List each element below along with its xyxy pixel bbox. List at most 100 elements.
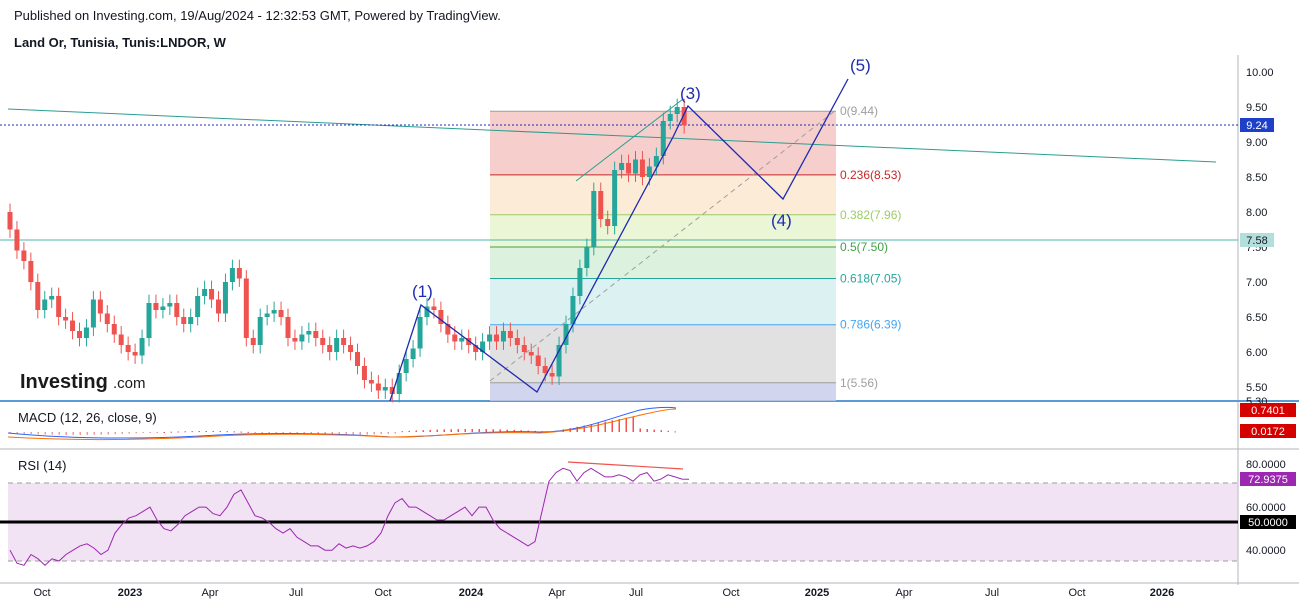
fib-band (490, 174, 836, 215)
macd-bar (394, 432, 396, 434)
candle-body (681, 107, 687, 126)
macd-bar (226, 431, 228, 433)
candle-body (626, 163, 632, 174)
price-tick-label: 6.50 (1246, 312, 1267, 324)
price-tick-label: 8.00 (1246, 207, 1267, 219)
macd-bar (422, 430, 424, 432)
candle-body (35, 282, 41, 310)
candle-body (153, 303, 159, 310)
macd-bar (660, 430, 662, 432)
macd-bar (464, 429, 466, 432)
candle-body (271, 310, 277, 314)
fibonacci-retracement[interactable]: 0(9.44) 0.236(8.53) 0.382(7.96) 0.5(7.50) 0.… (490, 104, 901, 401)
time-tick-label: Oct (33, 587, 50, 599)
candle-body (431, 306, 437, 310)
macd-bar (401, 431, 403, 433)
candle-body (77, 331, 82, 338)
candle-body (514, 338, 520, 345)
macd-bar (233, 431, 235, 433)
candle-body (667, 114, 673, 121)
candle-body (417, 317, 423, 349)
symbol-title: Land Or, Tunisia, Tunis:LNDOR, W (14, 35, 226, 50)
candle-body (167, 303, 173, 307)
candle-body (361, 366, 367, 380)
time-tick-label: Apr (548, 587, 565, 599)
rsi-current: 72.9375 (1248, 474, 1288, 486)
rsi-pane[interactable]: RSI (14) 80.0000 60.0000 40.0000 72.9375 5… (0, 458, 1296, 566)
macd-bar (128, 432, 130, 434)
candlestick-series (7, 98, 687, 403)
macd-bar (170, 431, 172, 433)
candle-body (327, 345, 333, 352)
time-tick-label: 2025 (805, 587, 829, 599)
price-tick-label: 6.00 (1246, 347, 1267, 359)
macd-bar (611, 420, 613, 432)
macd-bar (597, 422, 599, 432)
price-tick-label: 9.50 (1246, 102, 1267, 114)
candle-body (535, 355, 541, 366)
candle-body (403, 359, 409, 373)
candle-body (507, 331, 513, 338)
macd-bar (583, 425, 585, 432)
candle-body (313, 331, 319, 338)
macd-bar (520, 430, 522, 432)
macd-bar (352, 432, 354, 435)
price-tick-label: 9.00 (1246, 137, 1267, 149)
macd-bar (198, 431, 200, 433)
rsi-tick-label: 80.0000 (1246, 459, 1286, 471)
price-tick-label: 8.50 (1246, 172, 1267, 184)
candle-body (97, 299, 103, 314)
macd-bar (478, 429, 480, 432)
candle-body (348, 345, 354, 352)
macd-bar (590, 424, 592, 432)
candle-body (355, 352, 360, 366)
candle-body (549, 373, 555, 377)
macd-bar (443, 429, 445, 432)
candle-body (125, 345, 131, 352)
price-axis[interactable]: 10.009.509.008.508.007.507.006.506.005.5… (1246, 67, 1274, 408)
macd-bar (93, 432, 95, 435)
fib-band (490, 278, 836, 325)
candle-body (21, 250, 27, 261)
candle-body (396, 373, 402, 394)
macd-pane[interactable]: MACD (12, 26, close, 9) 0.7401 0.0172 (7, 403, 1296, 441)
macd-bar (492, 429, 494, 432)
macd-bar (618, 419, 620, 432)
published-note: Published on Investing.com, 19/Aug/2024 … (14, 8, 501, 23)
macd-bar (23, 432, 25, 434)
macd-bar (387, 432, 389, 434)
macd-title: MACD (12, 26, close, 9) (18, 410, 157, 425)
macd-bar (380, 432, 382, 435)
macd-bar (639, 428, 641, 432)
macd-bar (219, 431, 221, 433)
rsi-divergence-line (567, 461, 684, 470)
time-axis[interactable]: Oct 2023 Apr Jul Oct 2024 Apr Jul Oct 2025 Apr Jul O… (33, 587, 1174, 599)
macd-bar (345, 432, 347, 435)
candle-body (619, 163, 625, 170)
price-tick-label: 7.00 (1246, 277, 1267, 289)
time-tick-label: 2026 (1150, 587, 1174, 599)
candle-body (410, 348, 416, 359)
svg-text:7.58: 7.58 (1246, 235, 1267, 247)
macd-bar (282, 432, 284, 434)
macd-bar (86, 432, 88, 435)
candle-body (278, 310, 284, 317)
macd-bar (625, 417, 627, 432)
macd-bar (415, 430, 417, 432)
macd-bar (58, 432, 60, 435)
fib-level-label: 0.618(7.05) (840, 272, 901, 286)
candle-body (424, 306, 430, 317)
macd-bar (632, 416, 634, 432)
candle-body (209, 289, 215, 300)
candle-body (570, 296, 576, 324)
candle-body (389, 387, 395, 394)
elliott-wave[interactable]: (1) (3) (4) (5) (389, 56, 871, 402)
macd-bar (100, 432, 102, 435)
candle-body (382, 387, 388, 391)
time-tick-label: Jul (629, 587, 643, 599)
macd-bar (44, 432, 46, 435)
macd-bar (191, 431, 193, 433)
candle-body (63, 317, 69, 321)
macd-bar (149, 432, 151, 433)
